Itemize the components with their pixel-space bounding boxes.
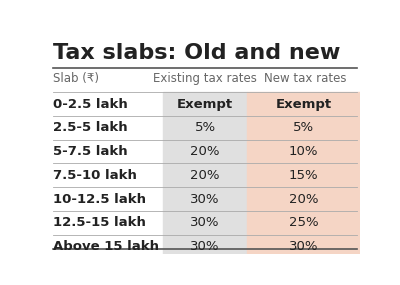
Text: 20%: 20% — [190, 169, 220, 182]
Text: 12.5-15 lakh: 12.5-15 lakh — [53, 216, 146, 229]
Text: 30%: 30% — [190, 240, 220, 253]
Text: 20%: 20% — [289, 192, 318, 205]
Text: 0-2.5 lakh: 0-2.5 lakh — [53, 98, 128, 111]
Text: 5-7.5 lakh: 5-7.5 lakh — [53, 145, 128, 158]
Bar — [247, 92, 360, 116]
Bar — [247, 116, 360, 140]
Text: 5%: 5% — [293, 121, 314, 135]
Text: 25%: 25% — [289, 216, 318, 229]
Text: New tax rates: New tax rates — [264, 72, 347, 85]
Bar — [247, 235, 360, 258]
Bar — [247, 187, 360, 211]
Text: Above 15 lakh: Above 15 lakh — [53, 240, 159, 253]
Text: Slab (₹): Slab (₹) — [53, 72, 99, 85]
Bar — [163, 164, 247, 187]
Text: 10-12.5 lakh: 10-12.5 lakh — [53, 192, 146, 205]
Text: 30%: 30% — [190, 192, 220, 205]
Text: Exempt: Exempt — [275, 98, 332, 111]
Bar — [163, 92, 247, 116]
Bar — [163, 140, 247, 164]
Bar — [163, 116, 247, 140]
Text: Exempt: Exempt — [177, 98, 233, 111]
Text: Existing tax rates: Existing tax rates — [153, 72, 257, 85]
Bar — [163, 211, 247, 235]
Text: 7.5-10 lakh: 7.5-10 lakh — [53, 169, 137, 182]
Bar — [247, 211, 360, 235]
Text: 15%: 15% — [289, 169, 318, 182]
Bar — [247, 164, 360, 187]
Text: 10%: 10% — [289, 145, 318, 158]
Text: Tax slabs: Old and new: Tax slabs: Old and new — [53, 43, 340, 63]
Text: 30%: 30% — [289, 240, 318, 253]
Text: 20%: 20% — [190, 145, 220, 158]
Bar — [247, 140, 360, 164]
Text: 30%: 30% — [190, 216, 220, 229]
Bar — [163, 235, 247, 258]
Text: 5%: 5% — [194, 121, 216, 135]
Bar — [163, 187, 247, 211]
Text: 2.5-5 lakh: 2.5-5 lakh — [53, 121, 128, 135]
